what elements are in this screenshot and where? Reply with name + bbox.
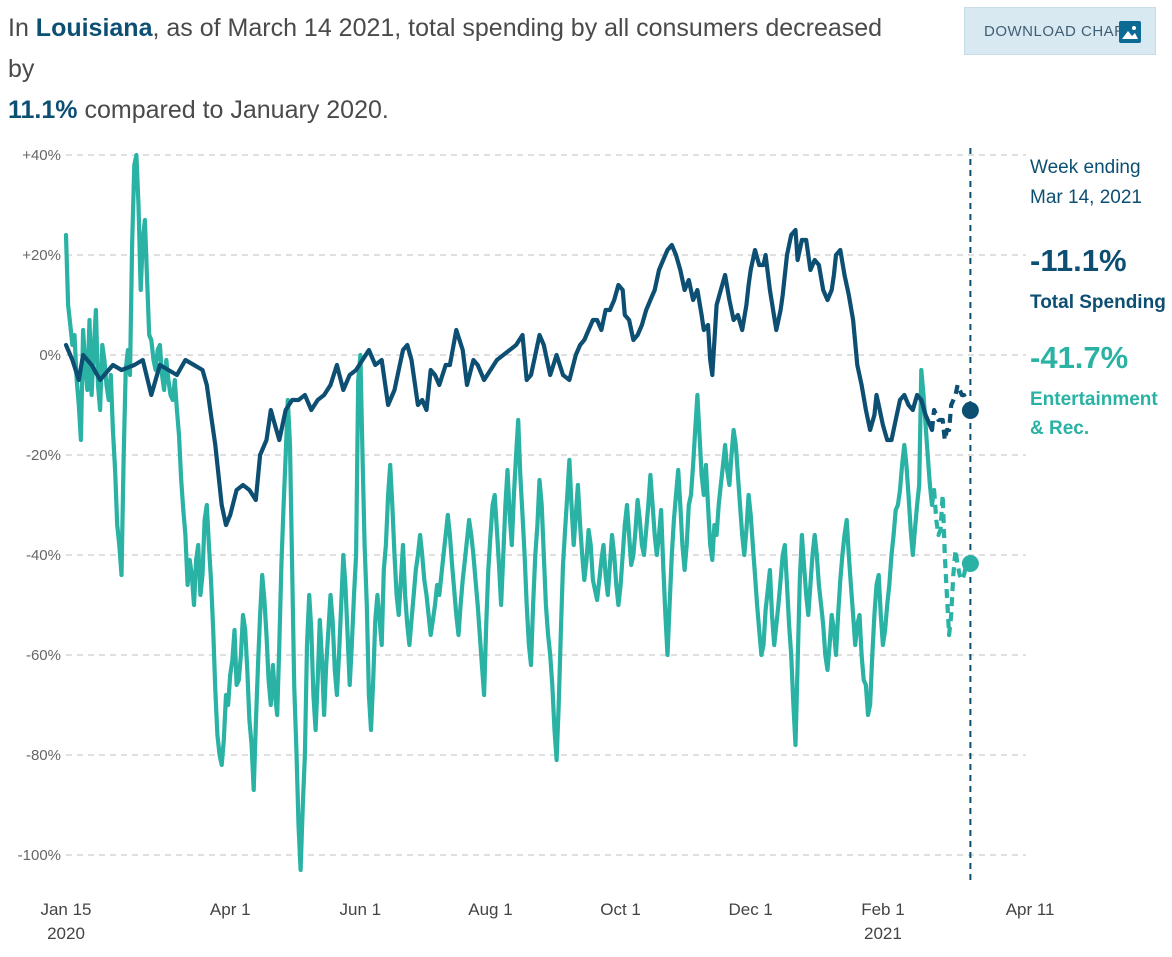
headline-state: Louisiana xyxy=(35,14,153,42)
entertainment-end-point xyxy=(961,555,979,572)
y-tick-label: -60% xyxy=(26,647,61,664)
y-tick-label: +40% xyxy=(22,147,61,164)
headline-prefix: In xyxy=(8,14,36,42)
entertainment-line xyxy=(63,152,935,873)
total-spending-end-point xyxy=(961,402,979,419)
entertainment-value: -41.7% xyxy=(1030,340,1129,375)
headline-middle: , as of March 14 2021, total spending by… xyxy=(8,14,883,83)
y-axis: +40% +20% 0% -20% -40% -60% -80% -100% xyxy=(18,147,61,864)
headline-change: 11.1% xyxy=(8,96,78,124)
x-tick-label: Apr 11 xyxy=(1006,900,1055,919)
week-ending-label: Week ending Mar 14, 2021 xyxy=(1030,153,1142,213)
total-spending-value: -11.1% xyxy=(1030,243,1127,278)
x-tick-label: Dec 1 xyxy=(728,900,772,919)
y-tick-label: -40% xyxy=(26,547,61,564)
entertainment-line-partial xyxy=(929,487,972,638)
download-chart-button[interactable]: DOWNLOAD CHART xyxy=(964,7,1156,55)
x-tick-label: Oct 1 xyxy=(600,900,641,919)
x-tick-year: 2021 xyxy=(864,924,902,943)
headline: In Louisiana, as of March 14 2021, total… xyxy=(8,8,908,131)
image-icon xyxy=(1119,21,1141,43)
x-tick-year: 2020 xyxy=(47,924,85,943)
y-tick-label: +20% xyxy=(22,247,61,264)
grid-lines xyxy=(66,154,1026,856)
x-tick-label: Apr 1 xyxy=(210,900,251,919)
y-tick-label: -100% xyxy=(18,847,61,864)
y-tick-label: -80% xyxy=(26,747,61,764)
total-spending-line xyxy=(63,227,935,528)
x-tick-label: Aug 1 xyxy=(468,900,512,919)
entertainment-label: Entertainment & Rec. xyxy=(1030,385,1158,443)
entertainment-label-line1: Entertainment xyxy=(1030,389,1158,410)
week-ending-date: Mar 14, 2021 xyxy=(1030,187,1142,208)
total-spending-line-partial xyxy=(929,382,973,443)
entertainment-label-line2: & Rec. xyxy=(1030,418,1090,439)
series-lines xyxy=(63,152,979,873)
x-tick-label: Feb 1 xyxy=(861,900,904,919)
x-tick-label: Jan 15 xyxy=(40,900,91,919)
headline-suffix: compared to January 2020. xyxy=(77,96,389,124)
total-spending-label: Total Spending xyxy=(1030,292,1166,313)
y-tick-label: 0% xyxy=(39,347,61,364)
x-tick-label: Jun 1 xyxy=(340,900,382,919)
y-tick-label: -20% xyxy=(26,447,61,464)
download-chart-label: DOWNLOAD CHART xyxy=(984,22,1135,40)
week-ending-line1: Week ending xyxy=(1030,157,1141,178)
x-axis: Jan 15 2020 Apr 1 Jun 1 Aug 1 Oct 1 Dec 1 Feb 1… xyxy=(40,900,1054,943)
